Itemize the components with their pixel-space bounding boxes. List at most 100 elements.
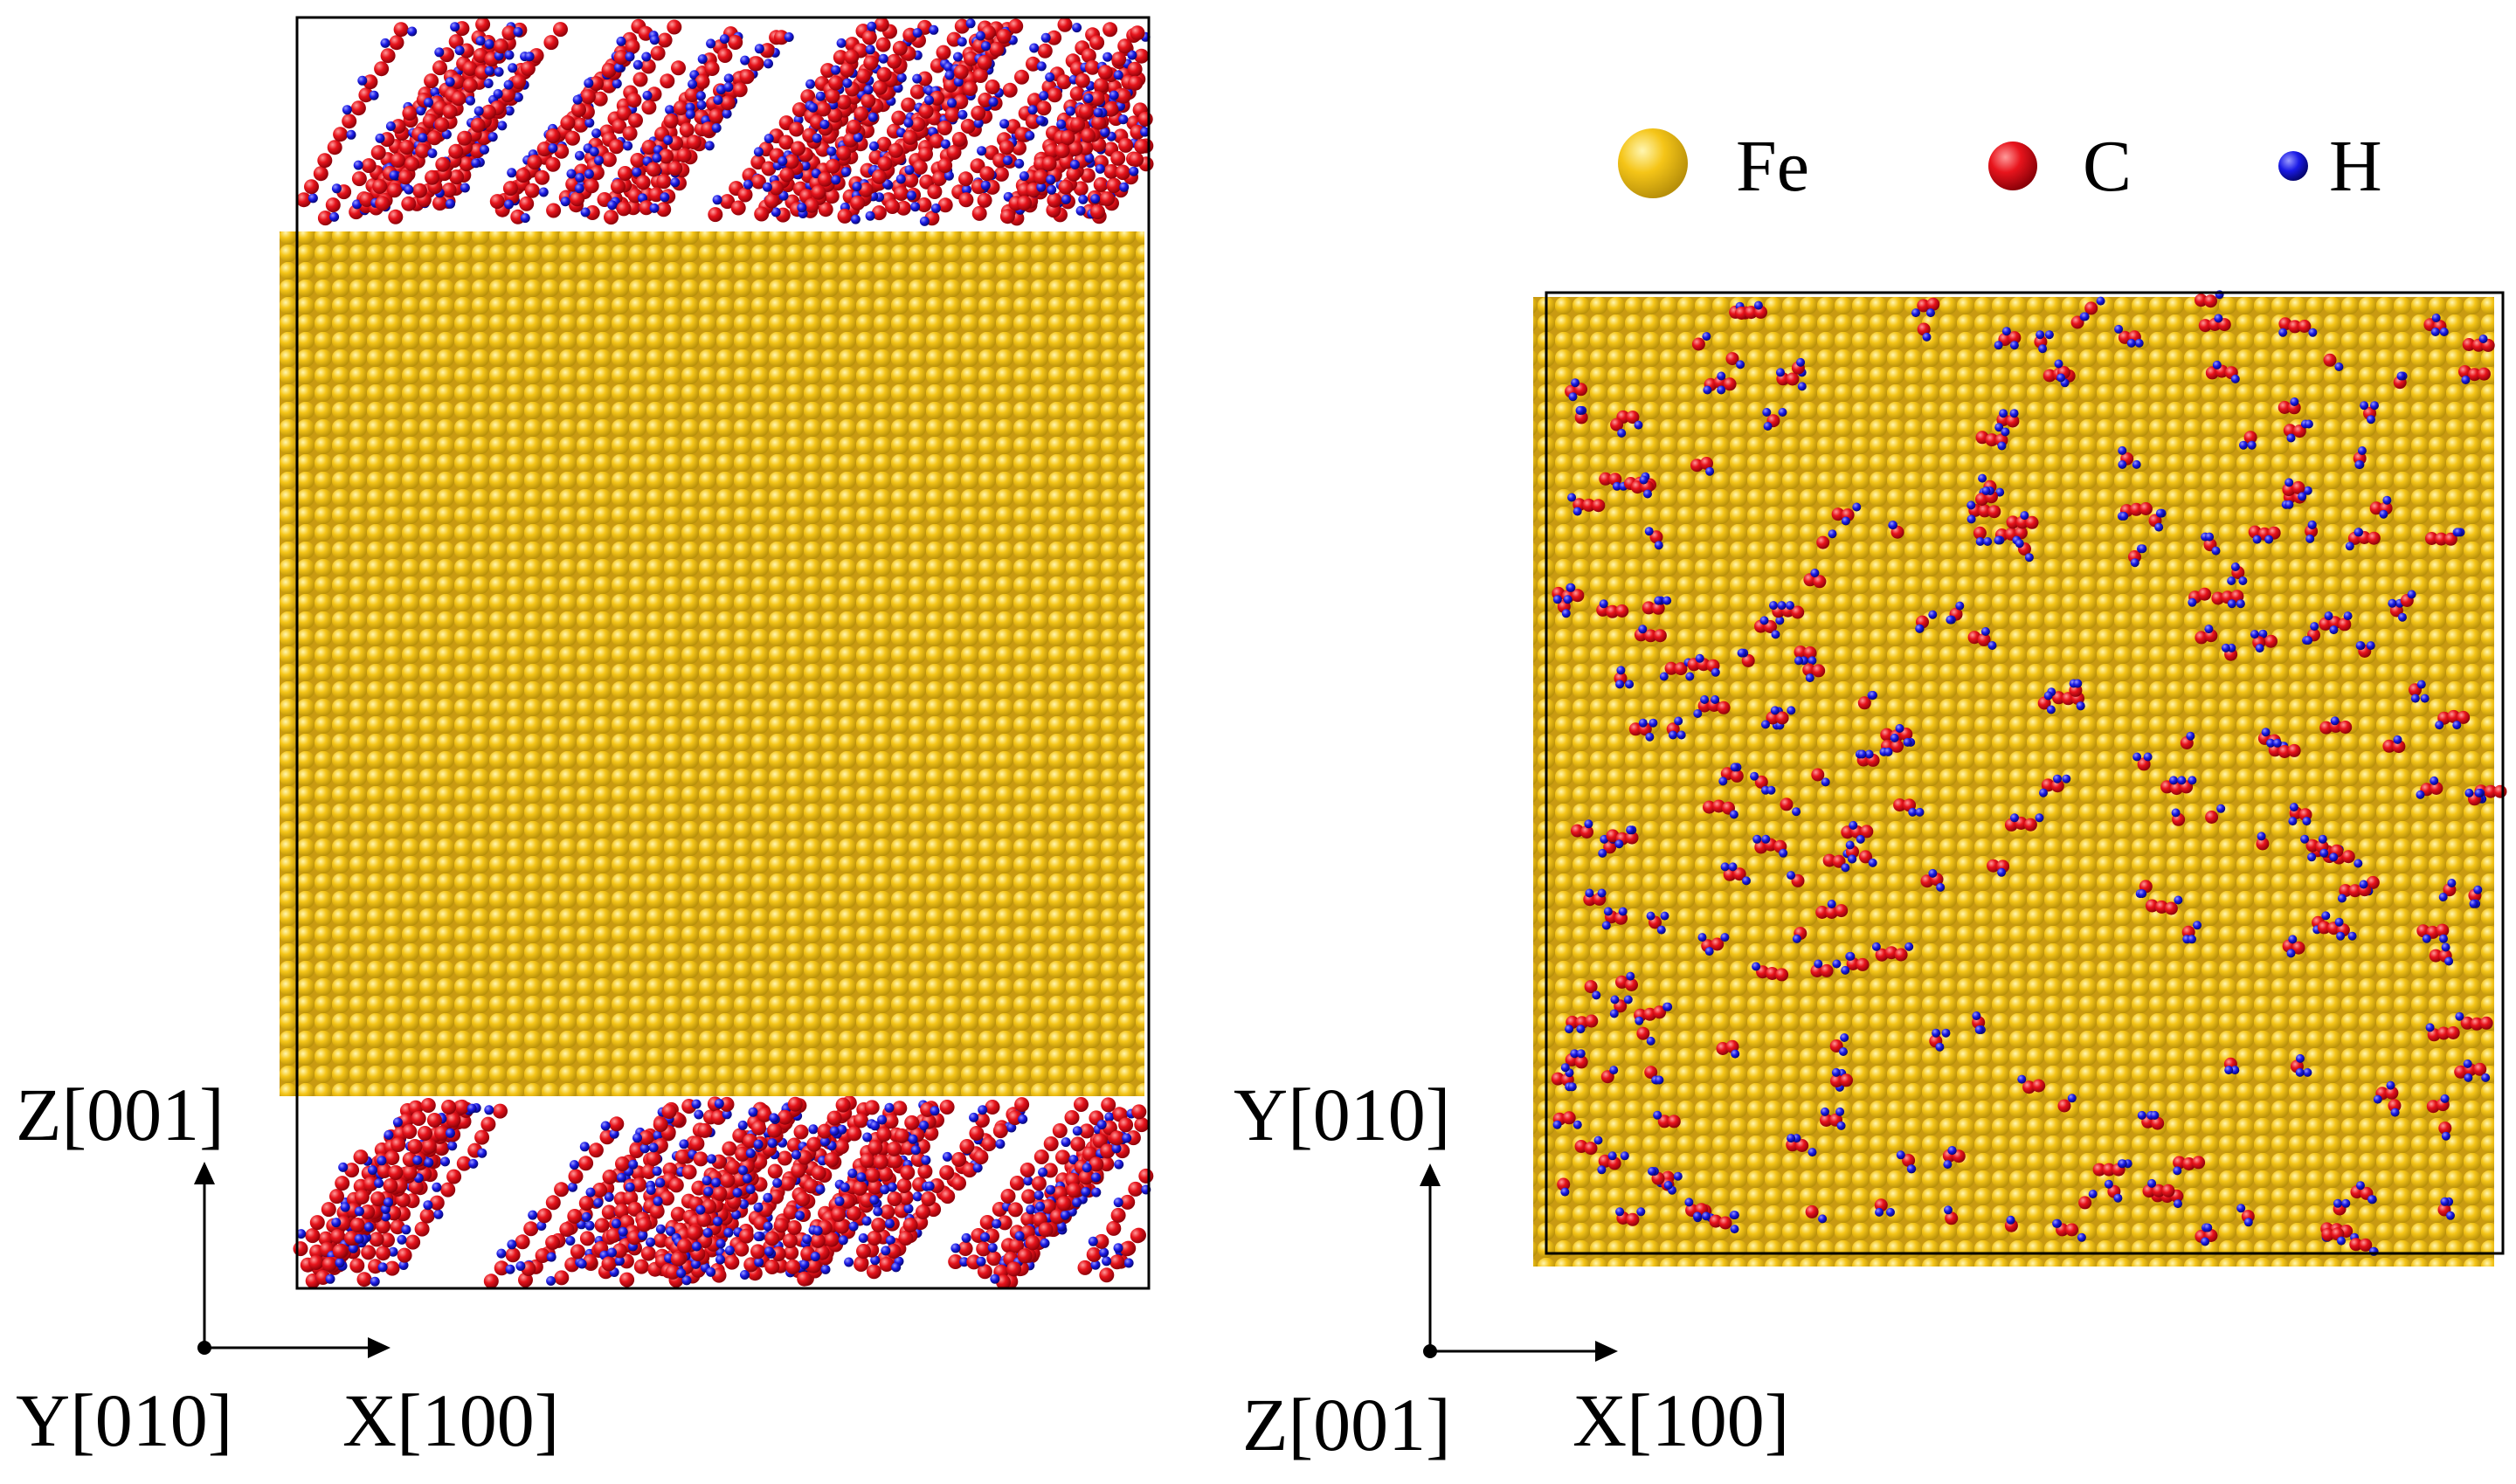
hydrogen-atom [2247,440,2257,450]
hydrogen-atom [858,1233,868,1243]
carbon-atom [2154,900,2168,914]
hydrogen-atom [1567,1082,1577,1092]
carbon-atom [419,1208,435,1224]
hydrogen-atom [711,123,722,133]
carbon-atom [916,1204,930,1219]
hydrogen-atom [1102,52,1113,62]
carbon-atom [1075,72,1090,88]
hydrogen-atom [1091,1172,1101,1183]
carbon-atom [948,1254,964,1269]
hydrogen-atom [1046,175,1056,185]
hydrogen-atom [1653,1110,1662,1120]
hydrogen-atom [580,207,591,217]
carbon-atom [505,1247,521,1263]
carbon-atom [309,1215,325,1231]
carbon-atom [820,63,836,79]
carbon-atom [1081,48,1096,64]
carbon-atom [2065,1223,2079,1237]
carbon-atom [667,161,683,176]
hydrogen-atom [1922,332,1932,342]
carbon-atom [1651,601,1665,615]
carbon-atom [1584,1142,1598,1156]
carbon-atom [2341,850,2355,864]
hydrogen-atom [1915,624,1925,633]
carbon-atom [527,155,543,170]
legend-fe-label: Fe [1736,126,1809,207]
carbon-atom [871,169,887,184]
hydrogen-atom [2255,644,2264,653]
hydrogen-atom [2137,1110,2146,1120]
carbon-atom [671,60,686,76]
carbon-atom [1978,504,1992,518]
carbon-atom [489,194,505,210]
legend-item-h: H [2278,126,2382,207]
hydrogen-atom [738,1165,748,1176]
carbon-atom [1606,604,1620,618]
carbon-atom [1667,1115,1681,1129]
carbon-atom [628,113,643,128]
carbon-atom [939,1165,955,1180]
carbon-atom [625,38,640,54]
hydrogen-atom [840,1182,850,1192]
hydrogen-atom [713,95,723,105]
carbon-atom [657,32,673,48]
hydrogen-atom [1576,405,1586,415]
hydrogen-atom [1674,716,1683,726]
hydrogen-atom [1584,819,1593,829]
hydrogen-atom [484,66,494,76]
carbon-atom [589,165,605,181]
hydrogen-atom [861,1216,872,1226]
hydrogen-atom [2334,362,2344,371]
carbon-atom [407,1139,423,1154]
carbon-atom [639,1130,654,1145]
carbon-atom [356,1272,372,1287]
hydrogen-atom [1023,1176,1033,1186]
hydrogen-atom [1841,863,1850,873]
hydrogen-atom [2284,478,2294,487]
hydrogen-atom [910,1145,921,1156]
carbon-atom [451,91,467,107]
carbon-atom [1073,181,1089,197]
carbon-atom [2462,338,2476,351]
hydrogen-atom [2205,532,2215,542]
hydrogen-atom [574,183,584,194]
carbon-atom [854,106,869,121]
hydrogen-atom [2104,1179,2113,1189]
carbon-atom [858,182,874,197]
carbon-atom [898,1231,914,1246]
hydrogen-atom [460,183,470,193]
carbon-atom [349,1258,365,1273]
carbon-atom [653,1232,668,1248]
hydrogen-atom [1981,487,1991,495]
hydrogen-atom [1995,487,2005,497]
carbon-atom [1092,1133,1108,1149]
hydrogen-atom [704,141,715,151]
hydrogen-atom [1771,630,1780,639]
carbon-atom [1574,1055,1588,1069]
hydrogen-atom [695,91,706,101]
carbon-atom [1069,86,1085,101]
hydrogen-atom [1926,308,1935,318]
carbon-atom [2139,502,2153,515]
hydrogen-atom [513,92,523,102]
hydrogen-atom [2077,1232,2086,1242]
hydrogen-atom [1065,106,1075,116]
hydrogen-atom [904,165,915,176]
hydrogen-atom [354,1233,364,1244]
hydrogen-atom [1703,385,1712,395]
carbon-atom [2468,368,2481,382]
carbon-atom [936,45,951,60]
carbon-atom [1745,306,1758,320]
hydrogen-atom [1033,1190,1044,1200]
carbon-atom [1725,352,1739,366]
carbon-atom [824,1152,840,1168]
hydrogen-atom [880,1184,890,1195]
hydrogen-atom [2305,534,2315,543]
hydrogen-atom [340,1202,350,1212]
carbon-atom [2008,331,2022,345]
carbon-atom [917,71,933,86]
hydrogen-atom [2188,935,2196,944]
carbon-atom [421,1138,437,1154]
hydrogen-atom [2272,738,2282,748]
hydrogen-atom [1999,409,2008,418]
